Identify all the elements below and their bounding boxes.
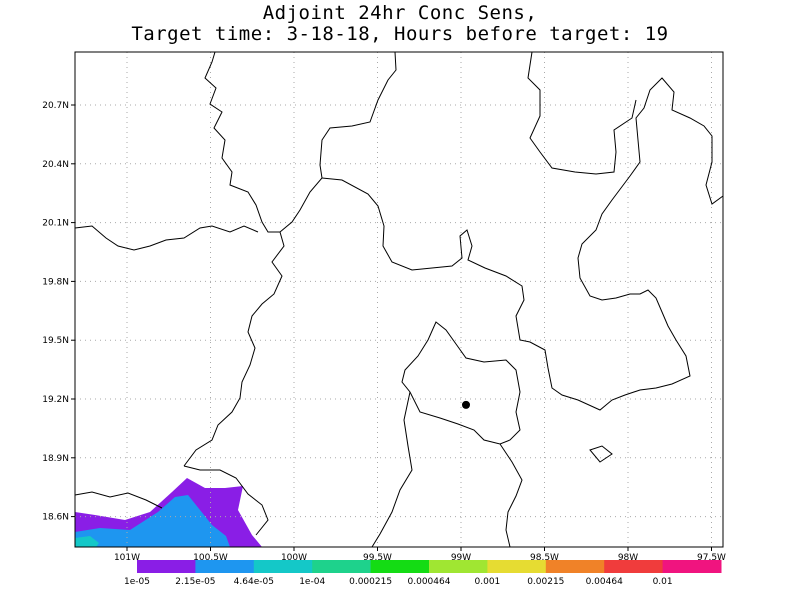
colorbar-label: 0.00215 (527, 577, 564, 587)
longitude-labels: 101W 100.5W 100W 99.5W 99W 98.5W 98W 97.5W (114, 547, 726, 563)
boundary-south-river (74, 491, 163, 509)
colorbar-swatch (312, 560, 372, 573)
boundary-northeast-lobe (527, 51, 637, 175)
colorbar-label: 1e-04 (299, 577, 325, 587)
colorbar-swatch (253, 560, 313, 573)
boundary-south-east (499, 443, 523, 548)
colorbar-swatch (370, 560, 430, 573)
lat-tick-label: 20.4N (42, 160, 69, 170)
colorbar-label: 2.15e-05 (175, 577, 215, 587)
colorbar-label: 1e-05 (124, 577, 150, 587)
colorbar-label: 4.64e-05 (234, 577, 274, 587)
colorbar-swatch (429, 560, 488, 573)
colorbar-label: 0.001 (475, 577, 501, 587)
lon-tick-label: 100W (281, 553, 307, 563)
lon-tick-label: 101W (114, 553, 140, 563)
lon-tick-label: 100.5W (193, 553, 228, 563)
lat-tick-label: 19.8N (42, 277, 69, 287)
sensitivity-shading (75, 478, 262, 547)
colorbar-label: 0.01 (653, 577, 673, 587)
colorbar-swatch (137, 560, 196, 573)
latitude-labels: 20.7N 20.4N 20.1N 19.8N 19.5N 19.2N 18.9N 18.6N (42, 101, 75, 523)
lon-tick-label: 99.5W (363, 553, 392, 563)
colorbar (137, 560, 722, 573)
lat-tick-label: 19.2N (42, 395, 69, 405)
map-area (75, 52, 723, 547)
map-title-line1: Adjoint 24hr Conc Sens, (262, 2, 538, 24)
colorbar-swatch (604, 560, 664, 573)
lat-tick-label: 19.5N (42, 336, 69, 346)
boundary-south-central (371, 391, 413, 548)
boundary-west (183, 51, 285, 467)
lat-tick-label: 18.6N (42, 513, 69, 523)
map-title-line2: Target time: 3-18-18, Hours before targe… (131, 23, 669, 45)
state-boundaries (74, 51, 724, 548)
colorbar-swatch (662, 560, 722, 573)
lon-tick-label: 97.5W (697, 553, 726, 563)
colorbar-label: 0.000215 (349, 577, 392, 587)
boundary-north-central (279, 51, 397, 233)
lon-tick-label: 98.5W (530, 553, 559, 563)
colorbar-swatch (195, 560, 255, 573)
lat-tick-label: 18.9N (42, 454, 69, 464)
boundary-lake (589, 445, 613, 463)
colorbar-label: 0.00464 (586, 577, 623, 587)
target-point-marker (462, 400, 471, 409)
colorbar-label: 0.000464 (408, 577, 451, 587)
boundary-central-east (321, 77, 724, 411)
lat-tick-label: 20.7N (42, 101, 69, 111)
colorbar-swatch (487, 560, 547, 573)
boundary-southwest (183, 465, 269, 536)
colorbar-swatch (545, 560, 605, 573)
colorbar-labels: 1e-05 2.15e-05 4.64e-05 1e-04 0.000215 0.0004… (124, 577, 673, 587)
lat-tick-label: 20.1N (42, 219, 69, 229)
shade-level-3 (75, 536, 99, 547)
map-frame (74, 51, 724, 548)
boundary-west-river (74, 225, 259, 251)
lon-tick-label: 98W (618, 553, 638, 563)
lon-tick-label: 99W (451, 553, 471, 563)
shade-level-2 (75, 495, 230, 547)
